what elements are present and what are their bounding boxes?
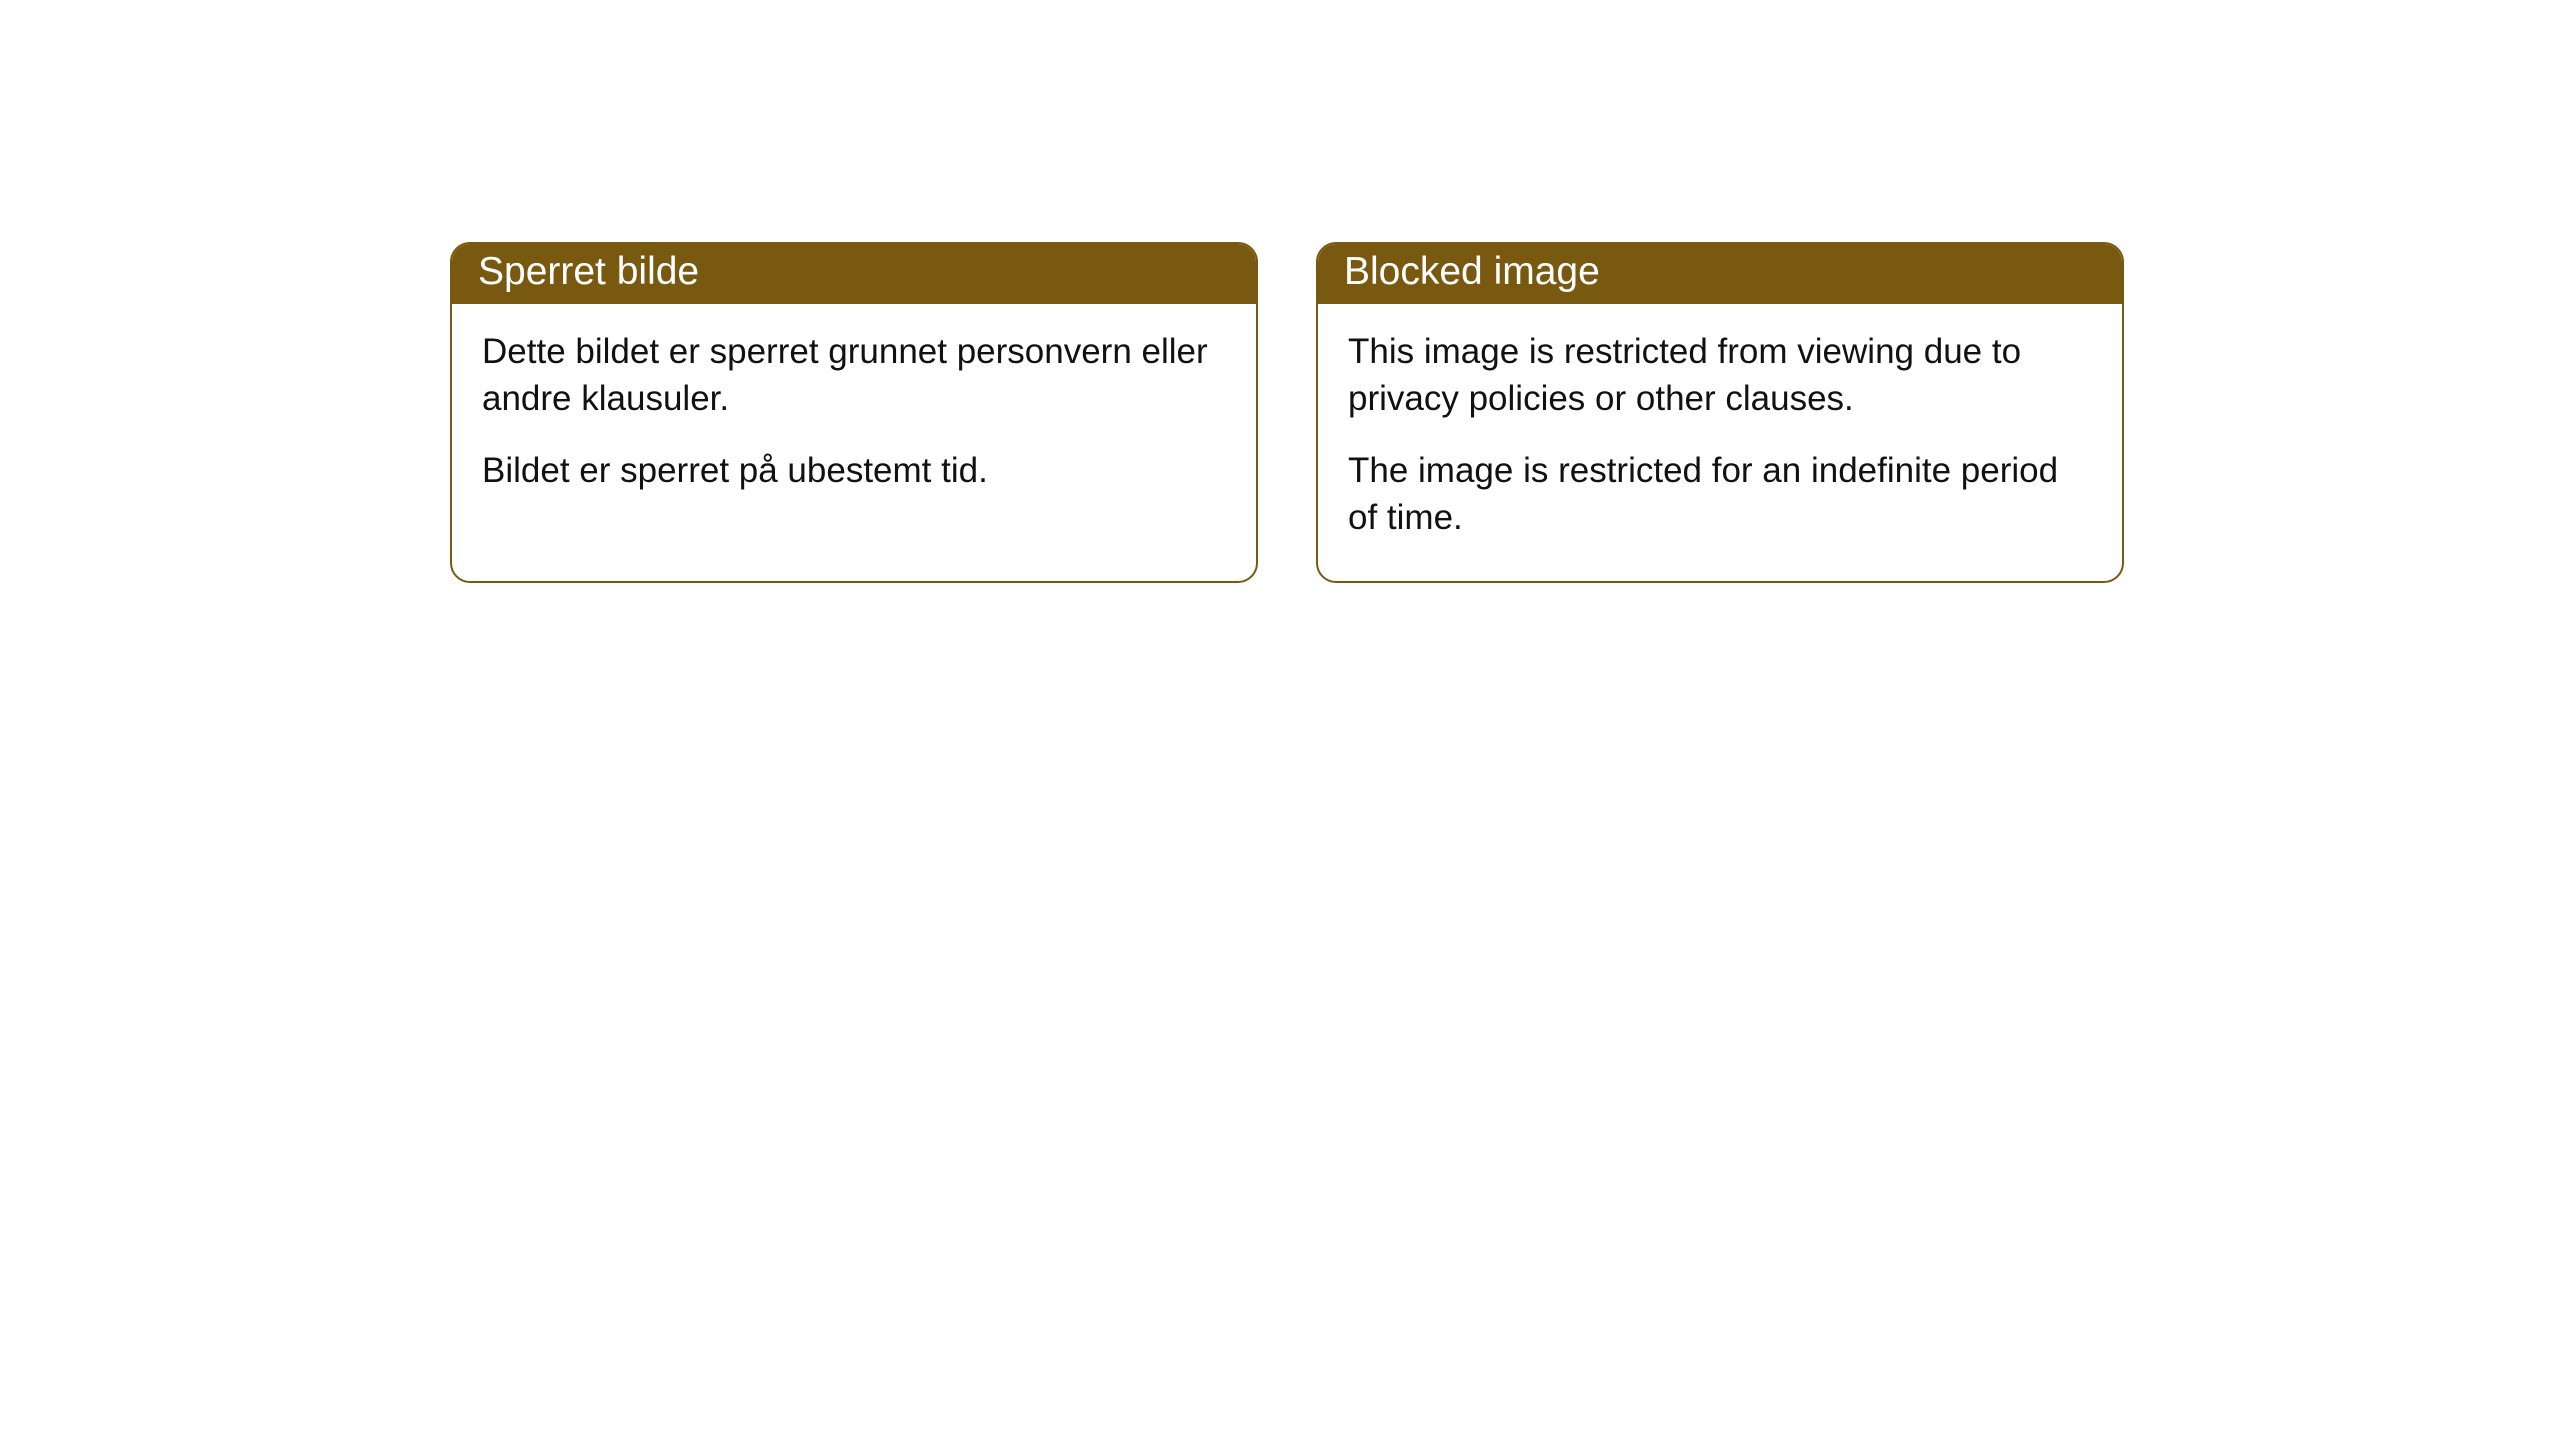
- card-paragraph: Dette bildet er sperret grunnet personve…: [482, 328, 1226, 423]
- card-paragraph: The image is restricted for an indefinit…: [1348, 447, 2092, 542]
- cards-container: Sperret bilde Dette bildet er sperret gr…: [0, 0, 2560, 583]
- card-paragraph: Bildet er sperret på ubestemt tid.: [482, 447, 1226, 494]
- blocked-image-card-en: Blocked image This image is restricted f…: [1316, 242, 2124, 583]
- card-header: Sperret bilde: [452, 244, 1256, 304]
- card-body: Dette bildet er sperret grunnet personve…: [452, 304, 1256, 534]
- blocked-image-card-no: Sperret bilde Dette bildet er sperret gr…: [450, 242, 1258, 583]
- card-paragraph: This image is restricted from viewing du…: [1348, 328, 2092, 423]
- card-body: This image is restricted from viewing du…: [1318, 304, 2122, 581]
- card-header: Blocked image: [1318, 244, 2122, 304]
